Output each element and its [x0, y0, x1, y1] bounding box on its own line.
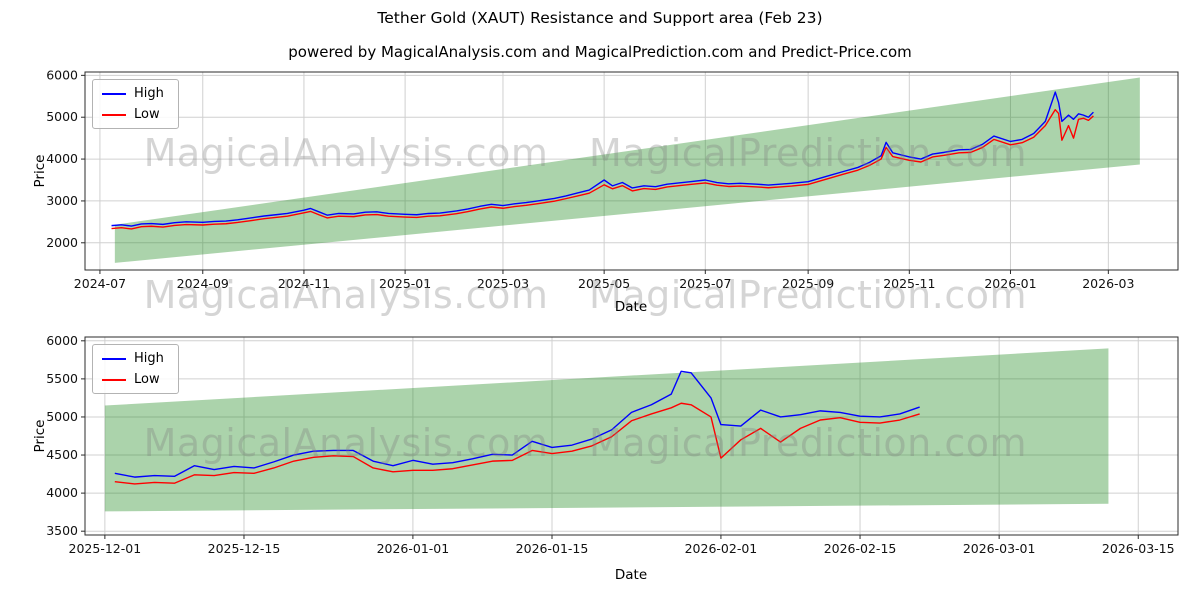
legend-item-high: High	[102, 351, 164, 366]
x-tick-label: 2024-11	[278, 276, 330, 291]
axes-frame	[84, 336, 1179, 536]
x-tick-label: 2026-03	[1082, 276, 1134, 291]
low-line-swatch	[102, 378, 126, 381]
x-tick-label: 2025-12-15	[208, 541, 281, 556]
legend-top-chart: High Low	[92, 79, 179, 129]
legend-label-low: Low	[134, 107, 160, 122]
y-tick-label: 2000	[46, 235, 78, 250]
legend-item-low: Low	[102, 107, 164, 122]
x-tick-label: 2025-12-01	[69, 541, 142, 556]
x-tick-label: 2025-09	[782, 276, 834, 291]
support-resistance-band	[114, 77, 1140, 263]
x-tick-label: 2026-03-01	[963, 541, 1036, 556]
figure-subtitle: powered by MagicalAnalysis.com and Magic…	[288, 43, 912, 61]
legend-item-low: Low	[102, 372, 164, 387]
y-tick-label: 4500	[46, 447, 78, 462]
y-axis-label-top-chart: Price	[32, 154, 48, 188]
x-tick-label: 2026-01-01	[377, 541, 450, 556]
y-tick-label: 5000	[46, 109, 78, 124]
x-tick-label: 2024-09	[177, 276, 229, 291]
x-tick-label: 2025-03	[477, 276, 529, 291]
low-line-swatch	[102, 113, 126, 116]
legend-item-high: High	[102, 86, 164, 101]
y-tick-label: 3500	[46, 523, 78, 538]
figure-title: Tether Gold (XAUT) Resistance and Suppor…	[377, 9, 823, 27]
low-line	[114, 402, 920, 485]
x-tick-label: 2025-05	[578, 276, 630, 291]
high-line-swatch	[102, 92, 126, 95]
high-line	[111, 91, 1094, 227]
low-line	[111, 108, 1094, 230]
x-tick-label: 2025-07	[679, 276, 731, 291]
y-tick-label: 5500	[46, 371, 78, 386]
high-line-swatch	[102, 357, 126, 360]
x-tick-label: 2025-01	[379, 276, 431, 291]
y-tick-label: 6000	[46, 67, 78, 82]
x-tick-label: 2024-07	[74, 276, 126, 291]
y-axis-label-bottom-chart: Price	[32, 419, 48, 453]
x-tick-label: 2026-01	[984, 276, 1036, 291]
legend-label-high: High	[134, 86, 164, 101]
chart-2-plot: 2025-12-01 2025-12-15 2026-01-01 2026-01-15…	[46, 333, 1179, 556]
y-tick-label: 3000	[46, 193, 78, 208]
y-tick-label: 5000	[46, 409, 78, 424]
x-axis-label-bottom-chart: Date	[614, 567, 648, 583]
x-tick-label: 2026-03-15	[1102, 541, 1175, 556]
chart-1-plot: 2024-07 2024-09 2024-11 2025-01 2025-03 2025-…	[46, 67, 1179, 291]
x-tick-label: 2025-11	[883, 276, 935, 291]
legend-label-high: High	[134, 351, 164, 366]
axes-frame	[84, 71, 1179, 271]
x-axis-label-top-chart: Date	[614, 299, 648, 315]
support-resistance-band	[104, 348, 1109, 512]
y-tick-label: 4000	[46, 151, 78, 166]
high-line	[114, 370, 920, 478]
legend-label-low: Low	[134, 372, 160, 387]
legend-bottom-chart: High Low	[92, 344, 179, 394]
y-tick-label: 4000	[46, 485, 78, 500]
x-tick-label: 2026-02-15	[824, 541, 897, 556]
y-tick-label: 6000	[46, 333, 78, 348]
x-tick-label: 2026-02-01	[685, 541, 758, 556]
x-tick-label: 2026-01-15	[516, 541, 589, 556]
